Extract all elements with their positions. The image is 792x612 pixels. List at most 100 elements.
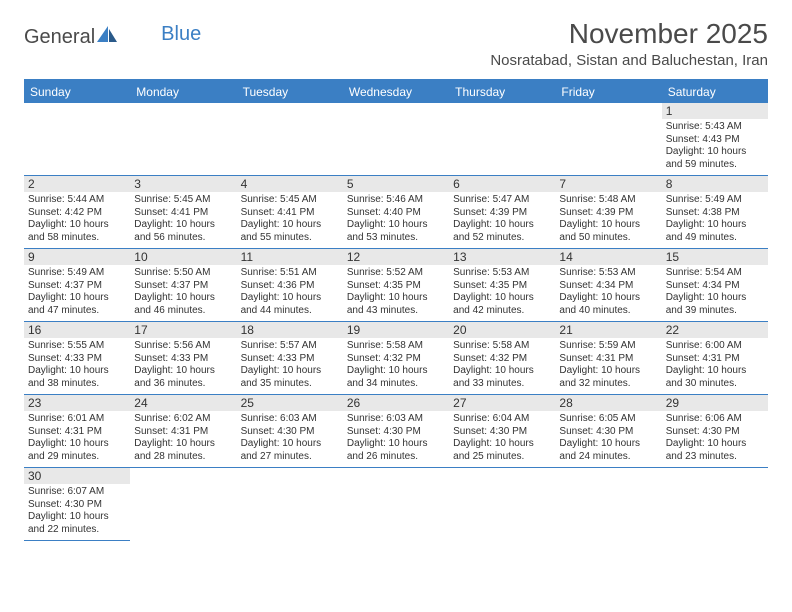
calendar-cell-empty: [130, 103, 236, 176]
weekday-header: Saturday: [662, 81, 768, 103]
weekday-header: Wednesday: [343, 81, 449, 103]
calendar-cell-empty: [449, 103, 555, 176]
sunrise-text: Sunrise: 5:49 AM: [28, 267, 126, 280]
day-number: 23: [24, 395, 130, 411]
logo-text-general: General: [24, 26, 95, 49]
day-info: Sunrise: 6:04 AMSunset: 4:30 PMDaylight:…: [453, 413, 551, 463]
day-info: Sunrise: 5:58 AMSunset: 4:32 PMDaylight:…: [347, 340, 445, 390]
sunset-text: Sunset: 4:31 PM: [28, 426, 126, 439]
sunset-text: Sunset: 4:32 PM: [453, 353, 551, 366]
calendar-cell: 19 Sunrise: 5:58 AMSunset: 4:32 PMDayligh…: [343, 322, 449, 395]
day-info: Sunrise: 5:55 AMSunset: 4:33 PMDaylight:…: [28, 340, 126, 390]
sunset-text: Sunset: 4:41 PM: [241, 207, 339, 220]
daylight-text: Daylight: 10 hours and 24 minutes.: [559, 438, 657, 463]
day-info: Sunrise: 6:05 AMSunset: 4:30 PMDaylight:…: [559, 413, 657, 463]
sunrise-text: Sunrise: 5:56 AM: [134, 340, 232, 353]
calendar-cell: 17Sunrise: 5:56 AMSunset: 4:33 PMDayligh…: [130, 322, 236, 395]
daylight-text: Daylight: 10 hours and 46 minutes.: [134, 292, 232, 317]
calendar-cell: 29Sunrise: 6:06 AMSunset: 4:30 PMDayligh…: [662, 395, 768, 468]
calendar-cell-empty: [237, 103, 343, 176]
day-number: 22: [662, 322, 768, 338]
day-number: 3: [130, 176, 236, 192]
calendar-cell: 23 Sunrise: 6:01 AMSunset: 4:31 PMDayligh…: [24, 395, 130, 468]
day-info: Sunrise: 5:49 AMSunset: 4:38 PMDaylight:…: [666, 194, 764, 244]
daylight-text: Daylight: 10 hours and 38 minutes.: [28, 365, 126, 390]
sunset-text: Sunset: 4:33 PM: [241, 353, 339, 366]
day-number: 5: [343, 176, 449, 192]
calendar-cell: 25Sunrise: 6:03 AMSunset: 4:30 PMDayligh…: [237, 395, 343, 468]
sunset-text: Sunset: 4:32 PM: [347, 353, 445, 366]
daylight-text: Daylight: 10 hours and 32 minutes.: [559, 365, 657, 390]
calendar-cell: 27 Sunrise: 6:04 AMSunset: 4:30 PMDayligh…: [449, 395, 555, 468]
day-info: Sunrise: 5:57 AMSunset: 4:33 PMDaylight:…: [241, 340, 339, 390]
day-info: Sunrise: 6:06 AMSunset: 4:30 PMDaylight:…: [666, 413, 764, 463]
calendar-cell: 22Sunrise: 6:00 AMSunset: 4:31 PMDayligh…: [662, 322, 768, 395]
day-number: 30: [24, 468, 130, 484]
sunrise-text: Sunrise: 5:45 AM: [134, 194, 232, 207]
calendar-cell-empty: [343, 103, 449, 176]
sunrise-text: Sunrise: 6:03 AM: [241, 413, 339, 426]
calendar-cell: 6Sunrise: 5:47 AMSunset: 4:39 PMDaylight…: [449, 176, 555, 249]
daylight-text: Daylight: 10 hours and 35 minutes.: [241, 365, 339, 390]
day-number: 19: [343, 322, 449, 338]
sunrise-text: Sunrise: 5:57 AM: [241, 340, 339, 353]
calendar-cell-empty: [555, 103, 661, 176]
sunrise-text: Sunrise: 5:51 AM: [241, 267, 339, 280]
day-info: Sunrise: 5:53 AMSunset: 4:35 PMDaylight:…: [453, 267, 551, 317]
daylight-text: Daylight: 10 hours and 40 minutes.: [559, 292, 657, 317]
day-number: 24: [130, 395, 236, 411]
day-number: 10: [130, 249, 236, 265]
day-info: Sunrise: 6:03 AMSunset: 4:30 PMDaylight:…: [347, 413, 445, 463]
calendar-cell: 5Sunrise: 5:46 AMSunset: 4:40 PMDaylight…: [343, 176, 449, 249]
daylight-text: Daylight: 10 hours and 56 minutes.: [134, 219, 232, 244]
sunrise-text: Sunrise: 6:07 AM: [28, 486, 126, 499]
sunrise-text: Sunrise: 6:01 AM: [28, 413, 126, 426]
calendar-cell: 7Sunrise: 5:48 AMSunset: 4:39 PMDaylight…: [555, 176, 661, 249]
calendar-cell: 8Sunrise: 5:49 AMSunset: 4:38 PMDaylight…: [662, 176, 768, 249]
daylight-text: Daylight: 10 hours and 28 minutes.: [134, 438, 232, 463]
daylight-text: Daylight: 10 hours and 43 minutes.: [347, 292, 445, 317]
day-number: 27: [449, 395, 555, 411]
daylight-text: Daylight: 10 hours and 22 minutes.: [28, 511, 126, 536]
sunset-text: Sunset: 4:33 PM: [134, 353, 232, 366]
day-number: 26: [343, 395, 449, 411]
day-info: Sunrise: 5:47 AMSunset: 4:39 PMDaylight:…: [453, 194, 551, 244]
day-info: Sunrise: 5:56 AMSunset: 4:33 PMDaylight:…: [134, 340, 232, 390]
sunrise-text: Sunrise: 5:58 AM: [453, 340, 551, 353]
day-info: Sunrise: 5:51 AMSunset: 4:36 PMDaylight:…: [241, 267, 339, 317]
day-info: Sunrise: 5:59 AMSunset: 4:31 PMDaylight:…: [559, 340, 657, 390]
day-number: 18: [237, 322, 343, 338]
sunrise-text: Sunrise: 6:02 AM: [134, 413, 232, 426]
daylight-text: Daylight: 10 hours and 59 minutes.: [666, 146, 764, 171]
day-number: 28: [555, 395, 661, 411]
daylight-text: Daylight: 10 hours and 33 minutes.: [453, 365, 551, 390]
day-number: 15: [662, 249, 768, 265]
day-info: Sunrise: 5:50 AMSunset: 4:37 PMDaylight:…: [134, 267, 232, 317]
sunset-text: Sunset: 4:30 PM: [241, 426, 339, 439]
calendar-cell: 2Sunrise: 5:44 AMSunset: 4:42 PMDaylight…: [24, 176, 130, 249]
day-info: Sunrise: 5:54 AMSunset: 4:34 PMDaylight:…: [666, 267, 764, 317]
calendar-cell: 13Sunrise: 5:53 AMSunset: 4:35 PMDayligh…: [449, 249, 555, 322]
sunrise-text: Sunrise: 5:44 AM: [28, 194, 126, 207]
daylight-text: Daylight: 10 hours and 36 minutes.: [134, 365, 232, 390]
weekday-header: Thursday: [449, 81, 555, 103]
calendar-cell: 10 Sunrise: 5:50 AMSunset: 4:37 PMDayligh…: [130, 249, 236, 322]
sunset-text: Sunset: 4:30 PM: [347, 426, 445, 439]
day-number: 9: [24, 249, 130, 265]
weekday-header: Sunday: [24, 81, 130, 103]
calendar-grid: 1Sunrise: 5:43 AMSunset: 4:43 PMDaylight…: [24, 103, 768, 541]
calendar-cell: 20Sunrise: 5:58 AMSunset: 4:32 PMDayligh…: [449, 322, 555, 395]
calendar-cell-empty: [24, 103, 130, 176]
header: General Blue November 2025 Nosratabad, S…: [0, 0, 792, 73]
daylight-text: Daylight: 10 hours and 44 minutes.: [241, 292, 339, 317]
sunrise-text: Sunrise: 5:58 AM: [347, 340, 445, 353]
sunrise-text: Sunrise: 5:50 AM: [134, 267, 232, 280]
sunrise-text: Sunrise: 5:43 AM: [666, 121, 764, 134]
sunset-text: Sunset: 4:36 PM: [241, 280, 339, 293]
sunset-text: Sunset: 4:43 PM: [666, 134, 764, 147]
daylight-text: Daylight: 10 hours and 52 minutes.: [453, 219, 551, 244]
sunset-text: Sunset: 4:39 PM: [559, 207, 657, 220]
day-number: 16: [24, 322, 130, 338]
sunrise-text: Sunrise: 6:06 AM: [666, 413, 764, 426]
day-info: Sunrise: 6:01 AMSunset: 4:31 PMDaylight:…: [28, 413, 126, 463]
